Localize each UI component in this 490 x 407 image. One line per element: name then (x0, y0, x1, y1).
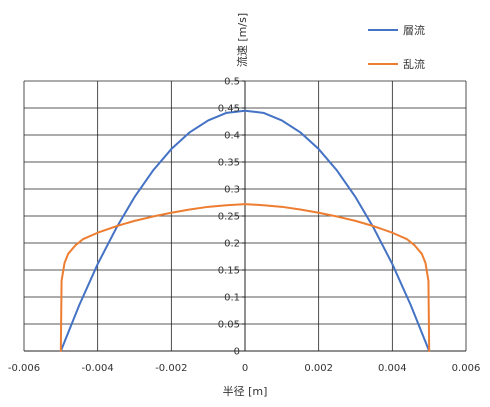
legend-label-0: 層流 (403, 23, 425, 37)
y-tick-labels: 0 0.05 0.1 0.15 0.2 0.25 0.3 0.35 0.4 0.45 0.5 (218, 77, 240, 358)
y-axis-title: 流速 [m/s] (235, 13, 249, 67)
x-axis-title: 半径 [m] (223, 384, 268, 398)
y-tick-label: 0.5 (224, 77, 240, 88)
y-tick-label: 0.4 (224, 131, 240, 142)
legend-label-1: 乱流 (403, 57, 425, 71)
series-line-0 (59, 109, 431, 352)
y-tick-label: 0.3 (224, 185, 240, 196)
y-tick-label: 0.05 (218, 320, 240, 331)
y-tick-label: 0 (234, 347, 240, 358)
y-tick-label: 0.1 (224, 293, 240, 304)
x-tick-label: -0.006 (8, 363, 40, 374)
x-tick-labels: -0.006 -0.004 -0.002 0 0.002 0.004 0.006 (8, 363, 480, 374)
y-tick-label: 0.45 (218, 104, 240, 115)
axes (24, 80, 466, 352)
plot-series (59, 109, 431, 352)
series-line-1 (59, 203, 431, 352)
y-tick-label: 0.15 (218, 266, 240, 277)
x-tick-label: 0.002 (304, 363, 333, 374)
x-tick-label: -0.004 (82, 363, 114, 374)
y-tick-label: 0.25 (218, 212, 240, 223)
x-tick-label: 0.004 (378, 363, 407, 374)
x-tick-label: 0.006 (452, 363, 481, 374)
y-tick-label: 0.2 (224, 239, 240, 250)
x-tick-label: 0 (242, 363, 248, 374)
x-tick-label: -0.002 (155, 363, 187, 374)
y-tick-label: 0.35 (218, 158, 240, 169)
